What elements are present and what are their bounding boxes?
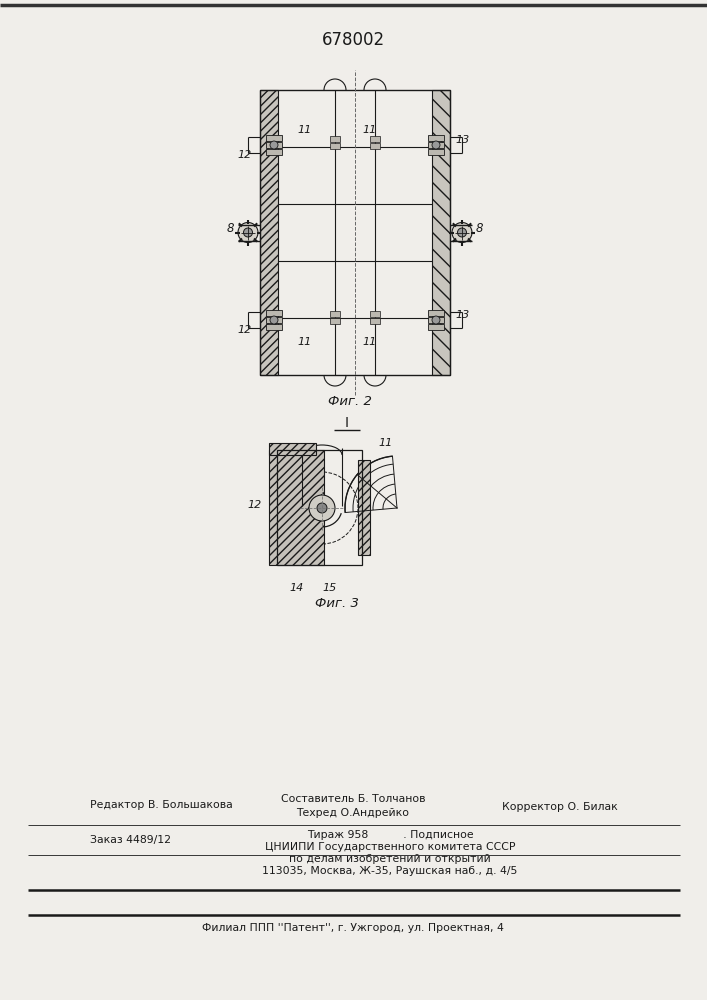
Text: Заказ 4489/12: Заказ 4489/12 xyxy=(90,835,171,845)
Circle shape xyxy=(270,141,278,149)
Bar xyxy=(370,136,380,142)
Text: I: I xyxy=(345,416,349,430)
Text: Фиг. 2: Фиг. 2 xyxy=(328,395,372,408)
Text: Техред О.Андрейко: Техред О.Андрейко xyxy=(296,808,409,818)
Text: 11: 11 xyxy=(298,125,312,135)
Text: 113035, Москва, Ж-35, Раушская наб., д. 4/5: 113035, Москва, Ж-35, Раушская наб., д. … xyxy=(262,866,518,876)
Circle shape xyxy=(317,503,327,513)
Bar xyxy=(330,311,340,317)
Circle shape xyxy=(457,228,467,237)
Text: 12: 12 xyxy=(238,150,252,160)
Text: Редактор В. Большакова: Редактор В. Большакова xyxy=(90,800,233,810)
Bar xyxy=(428,149,444,155)
Bar xyxy=(260,90,278,375)
Bar xyxy=(330,143,340,149)
Bar xyxy=(266,135,282,141)
Bar xyxy=(277,450,362,565)
Text: 13: 13 xyxy=(455,310,469,320)
Text: 11: 11 xyxy=(363,337,377,347)
Circle shape xyxy=(238,223,258,242)
Text: 8: 8 xyxy=(476,222,484,235)
Bar xyxy=(428,324,444,330)
Text: Тираж 958          . Подписное: Тираж 958 . Подписное xyxy=(307,830,473,840)
Text: 15: 15 xyxy=(322,583,337,593)
Text: 11: 11 xyxy=(378,438,392,448)
Text: Корректор О. Билак: Корректор О. Билак xyxy=(502,802,618,812)
Text: Составитель Б. Толчанов: Составитель Б. Толчанов xyxy=(281,794,425,804)
Text: ЦНИИПИ Государственного комитета СССР: ЦНИИПИ Государственного комитета СССР xyxy=(264,842,515,852)
Bar xyxy=(330,136,340,142)
Text: 13: 13 xyxy=(455,135,469,145)
Bar xyxy=(266,317,282,323)
Bar xyxy=(370,311,380,317)
Bar xyxy=(370,318,380,324)
Bar xyxy=(428,317,444,323)
Bar xyxy=(266,142,282,148)
Text: 14: 14 xyxy=(290,583,304,593)
Bar xyxy=(428,142,444,148)
Bar xyxy=(269,450,324,565)
Bar xyxy=(269,443,316,455)
Bar xyxy=(266,310,282,316)
Bar xyxy=(266,324,282,330)
Bar xyxy=(428,310,444,316)
Text: 12: 12 xyxy=(238,325,252,335)
Bar xyxy=(330,318,340,324)
Bar xyxy=(358,460,370,555)
Circle shape xyxy=(432,141,440,149)
Circle shape xyxy=(270,316,278,324)
Text: 12: 12 xyxy=(247,500,262,510)
Text: 678002: 678002 xyxy=(322,31,385,49)
Bar xyxy=(428,135,444,141)
Text: по делам изобретений и открытий: по делам изобретений и открытий xyxy=(289,854,491,864)
Text: 11: 11 xyxy=(363,125,377,135)
Text: Фиг. 3: Фиг. 3 xyxy=(315,597,359,610)
Bar xyxy=(260,90,450,375)
Bar xyxy=(266,149,282,155)
Circle shape xyxy=(452,223,472,242)
Bar xyxy=(370,143,380,149)
Text: 8: 8 xyxy=(226,222,234,235)
Circle shape xyxy=(243,228,252,237)
Circle shape xyxy=(432,316,440,324)
Text: Филиал ППП ''Патент'', г. Ужгород, ул. Проектная, 4: Филиал ППП ''Патент'', г. Ужгород, ул. П… xyxy=(202,923,504,933)
Text: 11: 11 xyxy=(298,337,312,347)
Bar xyxy=(432,90,450,375)
Circle shape xyxy=(309,495,335,521)
